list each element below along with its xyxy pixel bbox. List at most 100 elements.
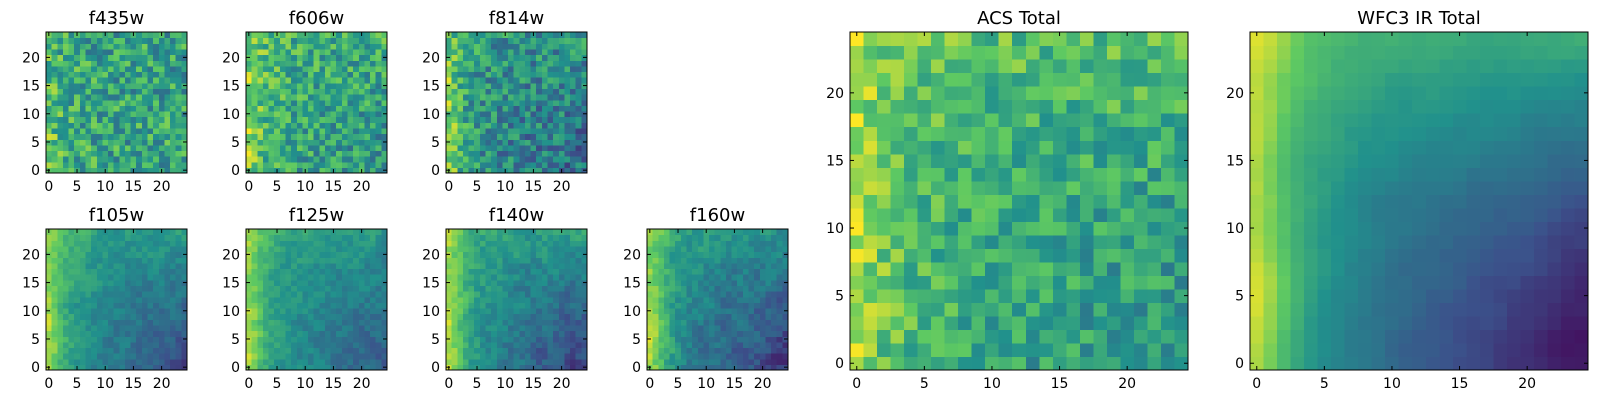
y-tick-label: 20 xyxy=(422,247,440,263)
heatmap-cell xyxy=(296,71,303,78)
heatmap-cell xyxy=(358,161,366,168)
heatmap-cell xyxy=(91,105,98,112)
heatmap-cell xyxy=(108,77,115,84)
heatmap-cell xyxy=(663,279,671,286)
heatmap-cell xyxy=(57,99,64,106)
heatmap-cell xyxy=(353,110,360,118)
heatmap-cell xyxy=(181,43,188,50)
heatmap-cell xyxy=(530,324,537,332)
heatmap-cell xyxy=(669,234,676,241)
heatmap-cell xyxy=(62,257,70,264)
heatmap-cell xyxy=(474,82,481,89)
heatmap-cell xyxy=(541,32,549,39)
heatmap-cell xyxy=(575,167,582,174)
heatmap-cell xyxy=(96,105,103,112)
heatmap-cell xyxy=(381,330,388,337)
heatmap-cell xyxy=(141,139,149,146)
heatmap-cell xyxy=(468,144,475,152)
heatmap-cell xyxy=(268,71,275,78)
heatmap-cell xyxy=(85,156,92,163)
heatmap-cell xyxy=(46,77,53,84)
heatmap-cell xyxy=(575,341,582,349)
heatmap-cell xyxy=(536,347,543,354)
heatmap-cell xyxy=(462,257,470,264)
heatmap-cell xyxy=(863,248,878,263)
heatmap-cell xyxy=(692,307,699,315)
heatmap-cell xyxy=(1025,302,1040,317)
heatmap-cell xyxy=(262,94,270,101)
heatmap-cell xyxy=(375,116,382,123)
heatmap-cell xyxy=(257,127,264,135)
heatmap-cell xyxy=(141,234,149,241)
heatmap-cell xyxy=(491,161,498,168)
heatmap-cell xyxy=(274,144,281,152)
heatmap-cell xyxy=(96,268,103,275)
heatmap-cell xyxy=(381,313,388,320)
heatmap-cell xyxy=(375,336,382,343)
heatmap-cell xyxy=(370,88,377,95)
heatmap-cell xyxy=(108,144,115,152)
heatmap-cell xyxy=(319,82,326,89)
heatmap-cell xyxy=(1066,288,1081,303)
heatmap-cell xyxy=(147,296,154,303)
heatmap-cell xyxy=(720,262,727,270)
heatmap-cell xyxy=(663,291,671,298)
heatmap-cell xyxy=(547,54,554,61)
heatmap-cell xyxy=(536,99,543,106)
heatmap-cell xyxy=(279,240,287,247)
heatmap-cell xyxy=(62,127,70,135)
heatmap-cell xyxy=(285,133,292,140)
heatmap-cell xyxy=(658,268,665,275)
heatmap-cell xyxy=(479,94,487,101)
heatmap-cell xyxy=(85,71,92,78)
heatmap-cell xyxy=(319,167,326,174)
heatmap-cell xyxy=(141,48,149,56)
heatmap-cell xyxy=(57,268,64,275)
heatmap-cell xyxy=(57,32,64,39)
heatmap-cell xyxy=(375,122,382,129)
heatmap-cell xyxy=(147,167,154,174)
heatmap-cell xyxy=(324,82,332,89)
heatmap-cell xyxy=(530,319,537,326)
heatmap-cell xyxy=(742,353,750,360)
heatmap-cell xyxy=(468,167,475,174)
heatmap-cell xyxy=(153,116,160,123)
heatmap-cell xyxy=(1039,356,1054,371)
heatmap-cell xyxy=(675,245,682,253)
heatmap-cell xyxy=(709,358,716,365)
heatmap-cell xyxy=(541,161,549,168)
heatmap-cell xyxy=(319,274,326,281)
heatmap-cell xyxy=(686,364,693,371)
heatmap-cell xyxy=(158,347,166,354)
heatmap-cell xyxy=(341,336,349,343)
heatmap-cell xyxy=(130,324,137,332)
heatmap-cell xyxy=(519,251,526,258)
heatmap-cell xyxy=(485,291,492,298)
heatmap-cell xyxy=(319,307,326,315)
heatmap-cell xyxy=(850,194,865,209)
heatmap-cell xyxy=(479,133,487,140)
heatmap-cell xyxy=(324,302,332,309)
heatmap-cell xyxy=(313,88,320,95)
heatmap-cell xyxy=(658,245,665,253)
heatmap-cell xyxy=(291,133,298,140)
heatmap-cell xyxy=(1174,302,1189,317)
heatmap-cell xyxy=(530,133,537,140)
heatmap-cell xyxy=(524,139,532,146)
x-tick-label: 10 xyxy=(496,179,514,195)
heatmap-cell xyxy=(136,330,143,337)
heatmap-cell xyxy=(319,313,326,320)
heatmap-cell xyxy=(663,341,671,349)
y-tick-label: 15 xyxy=(22,276,40,292)
heatmap-cell xyxy=(485,341,492,349)
heatmap-cell xyxy=(692,279,699,286)
heatmap-cell xyxy=(130,156,137,163)
heatmap-cell xyxy=(564,274,571,281)
heatmap-cell xyxy=(541,229,549,236)
heatmap-cell xyxy=(62,167,70,174)
heatmap-cell xyxy=(748,358,755,365)
heatmap-cell xyxy=(508,285,515,292)
heatmap-cell xyxy=(669,313,676,320)
heatmap-cell xyxy=(468,99,475,106)
heatmap-cell xyxy=(680,234,688,241)
